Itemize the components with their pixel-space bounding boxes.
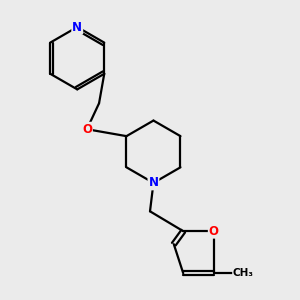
Text: N: N	[72, 20, 82, 34]
Text: CH₃: CH₃	[233, 268, 254, 278]
Text: N: N	[148, 176, 158, 189]
Text: O: O	[82, 123, 92, 136]
Text: O: O	[209, 225, 219, 238]
